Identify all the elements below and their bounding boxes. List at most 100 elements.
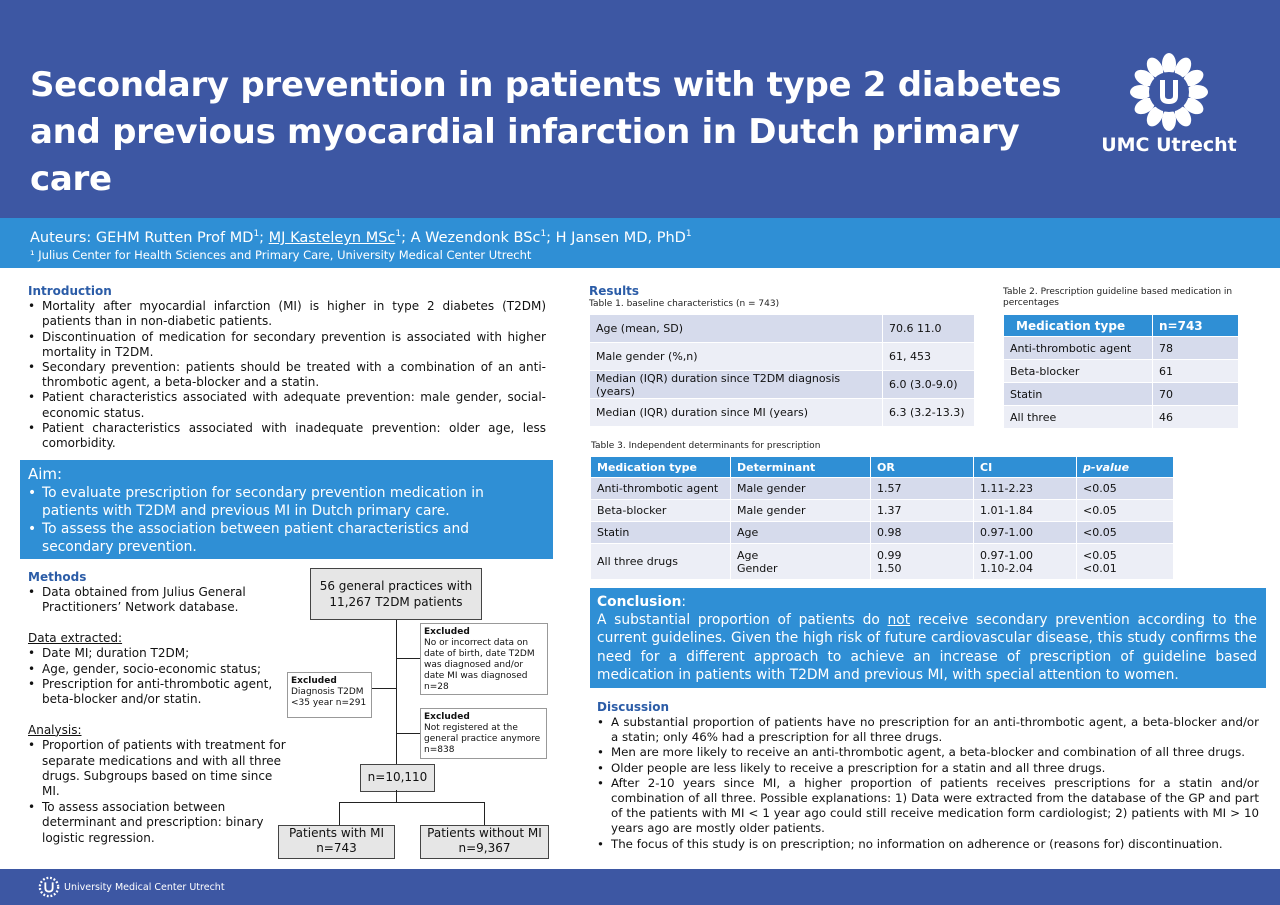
table2: Medication type n=743 Anti-thrombotic ag…	[1003, 314, 1239, 429]
logo-petal	[1174, 106, 1192, 127]
methods-section: Data obtained from Julius General Practi…	[28, 585, 288, 846]
table2-caption: Table 2. Prescription guideline based me…	[1003, 287, 1233, 308]
table-cell: 6.0 (3.0-9.0)	[882, 370, 975, 399]
table-cell: Male gender (%,n)	[589, 342, 883, 371]
umc-logo-icon	[1130, 53, 1208, 131]
table-cell: Statin	[590, 521, 731, 544]
intro-item: Discontinuation of medication for second…	[28, 330, 546, 360]
table-cell: 0.98	[870, 521, 974, 544]
table-cell: <0.05	[1076, 521, 1174, 544]
discussion-item: Older people are less likely to receive …	[597, 761, 1259, 776]
patients-with-mi-box: Patients with MI n=743	[278, 825, 395, 859]
flow-connector	[396, 658, 420, 659]
extracted-item: Age, gender, socio-economic status;	[28, 662, 288, 678]
exclusion-title: Excluded	[424, 712, 470, 722]
extracted-item: Date MI; duration T2DM;	[28, 646, 288, 662]
exclusion-text: Not registered at the general practice a…	[424, 723, 541, 755]
author-3: A Wezendonk BSc	[410, 229, 541, 246]
conclusion-text: Conclusion: A substantial proportion of …	[597, 593, 1257, 684]
sup-2: 1	[395, 229, 402, 239]
discussion-item: Men are more likely to receive an anti-t…	[597, 745, 1259, 760]
table-header: Medication type	[1003, 314, 1153, 337]
logo-petal	[1174, 57, 1192, 78]
conclusion-part: receive secondary prevention according t…	[597, 612, 1257, 683]
table-cell: Median (IQR) duration since T2DM diagnos…	[589, 370, 883, 399]
exclusion-box-2: Excluded Diagnosis T2DM <35 year n=291	[287, 672, 372, 718]
patients-without-mi-box: Patients without MI n=9,367	[420, 825, 549, 859]
table-cell: 61	[1152, 359, 1239, 383]
methods-heading: Methods	[28, 570, 87, 584]
flow-connector	[396, 790, 397, 802]
table-cell: 1.57	[870, 477, 974, 500]
footer-logo-icon	[38, 876, 60, 898]
flow-connector	[339, 802, 485, 803]
conclusion-part: A substantial proportion of patients do	[597, 612, 888, 629]
table-row: Median (IQR) duration since MI (years) 6.…	[589, 398, 975, 427]
affiliation: ¹ Julius Center for Health Sciences and …	[30, 248, 532, 262]
flow-text: n=743	[316, 841, 357, 855]
table1-caption: Table 1. baseline characteristics (n = 7…	[589, 299, 780, 309]
flow-text: Patients with MI	[288, 826, 384, 840]
discussion-item: A substantial proportion of patients hav…	[597, 715, 1259, 745]
footer-bar	[0, 869, 1280, 905]
logo-petal	[1183, 69, 1204, 87]
author-1: Auteurs: GEHM Rutten Prof MD	[30, 229, 254, 246]
table-cell: 78	[1152, 336, 1239, 360]
logo-petal	[1162, 53, 1176, 75]
table-cell: 61, 453	[882, 342, 975, 371]
table-cell: 1.01-1.84	[973, 499, 1077, 522]
table-cell: Age (mean, SD)	[589, 314, 883, 343]
table-cell: Anti-thrombotic agent	[1003, 336, 1153, 360]
table3-caption: Table 3. Independent determinants for pr…	[591, 441, 821, 451]
table-cell: 1.11-2.23	[973, 477, 1077, 500]
conclusion-emphasis: not	[887, 612, 911, 629]
title-line-1: Secondary prevention in patients with ty…	[30, 65, 1062, 105]
table-row: Anti-thrombotic agent 78	[1003, 336, 1239, 360]
conclusion-heading: Conclusion	[597, 594, 682, 610]
intro-item: Secondary prevention: patients should be…	[28, 360, 546, 390]
analysis-item: To assess association between determinan…	[28, 800, 288, 846]
table-cell: Anti-thrombotic agent	[590, 477, 731, 500]
introduction-section: Introduction Mortality after myocardial …	[28, 284, 546, 451]
author-2: MJ Kasteleyn MSc	[268, 229, 396, 246]
table-header: CI	[973, 456, 1077, 478]
sup-3: 1	[540, 229, 547, 239]
sep: ;	[259, 229, 269, 246]
flow-connector	[372, 688, 396, 689]
extracted-item: Prescription for anti-thrombotic agent, …	[28, 677, 288, 708]
table-header: Medication type	[590, 456, 731, 478]
logo-petal	[1162, 109, 1176, 131]
table-row: Statin 70	[1003, 382, 1239, 406]
sep: ;	[546, 229, 556, 246]
aim-item: To evaluate prescription for secondary p…	[28, 484, 538, 520]
discussion-item: The focus of this study is on prescripti…	[597, 837, 1259, 852]
flow-connector	[396, 733, 420, 734]
data-extracted-heading: Data extracted:	[28, 630, 123, 645]
sep: ;	[401, 229, 411, 246]
author-4: H Jansen MD, PhD	[555, 229, 686, 246]
exclusion-box-3: Excluded Not registered at the general p…	[420, 708, 547, 759]
introduction-heading: Introduction	[28, 284, 112, 298]
table-cell: <0.05	[1076, 499, 1174, 522]
exclusion-box-1: Excluded No or incorrect data on date of…	[420, 623, 548, 695]
logo-petal	[1134, 69, 1155, 87]
discussion-section: A substantial proportion of patients hav…	[597, 715, 1259, 852]
intro-item: Patient characteristics associated with …	[28, 421, 546, 451]
analysis-heading: Analysis:	[28, 722, 82, 737]
table-row: Beta-blocker Male gender 1.37 1.01-1.84 <0.0…	[590, 499, 1174, 522]
table-cell: <0.05 <0.01	[1076, 543, 1174, 580]
logo-petal	[1130, 85, 1152, 99]
table-cell: Male gender	[730, 499, 871, 522]
table-header: n=743	[1152, 314, 1239, 337]
table-row: All three 46	[1003, 405, 1239, 429]
table-cell: 1.37	[870, 499, 974, 522]
table-cell: 70	[1152, 382, 1239, 406]
table3: Medication type Determinant OR CI p-valu…	[590, 456, 1174, 580]
logo-petal	[1134, 97, 1155, 115]
exclusion-text: Diagnosis T2DM <35 year n=291	[291, 687, 367, 708]
author-bar	[0, 218, 1280, 268]
table-header: Determinant	[730, 456, 871, 478]
discussion-heading: Discussion	[597, 700, 670, 714]
aim-heading: Aim:	[28, 465, 63, 483]
table-cell: Statin	[1003, 382, 1153, 406]
